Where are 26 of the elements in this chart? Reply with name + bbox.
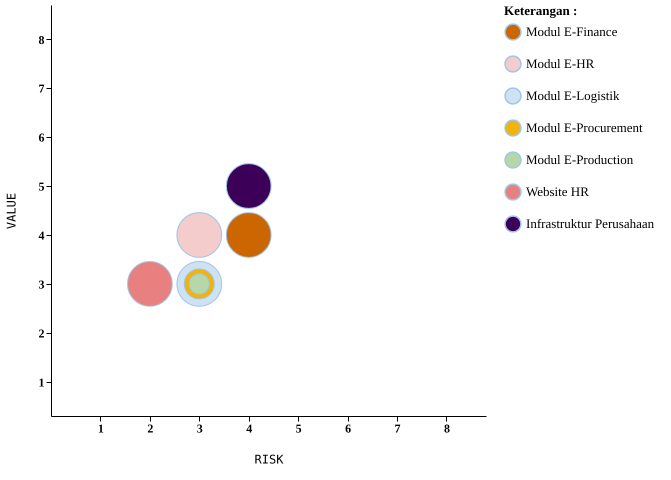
y-tick-label: 8 [38, 32, 44, 47]
x-tick-label: 6 [345, 422, 352, 436]
x-tick-label: 4 [246, 422, 252, 436]
legend-label: Modul E-Finance [526, 24, 618, 39]
y-tick-label: 5 [38, 180, 44, 194]
y-tick-label: 3 [38, 277, 44, 292]
x-axis-title: RISK [254, 452, 284, 466]
y-tick-label: 7 [38, 82, 44, 96]
legend-label: Modul E-Logistik [526, 88, 620, 103]
x-tick-label: 1 [98, 422, 104, 436]
legend-label: Website HR [526, 184, 590, 199]
y-tick-label: 1 [38, 375, 44, 390]
x-tick-label: 7 [394, 422, 401, 436]
x-tick-label: 2 [147, 422, 154, 436]
y-axis-title: VALUE [4, 192, 18, 230]
legend-label: Modul E-HR [526, 56, 595, 71]
legend-label: Modul E-Procurement [526, 120, 643, 135]
x-tick-label: 3 [196, 422, 203, 436]
legend-label: Modul E-Production [526, 152, 634, 167]
legend-title: Keterangan : [504, 3, 578, 18]
y-tick-label: 4 [38, 228, 44, 242]
y-tick-label: 6 [38, 130, 44, 145]
y-tick-label: 2 [38, 326, 44, 340]
x-tick-label: 5 [296, 422, 302, 436]
legend-label: Infrastruktur Perusahaan [526, 216, 655, 231]
x-tick-label: 8 [444, 422, 450, 436]
